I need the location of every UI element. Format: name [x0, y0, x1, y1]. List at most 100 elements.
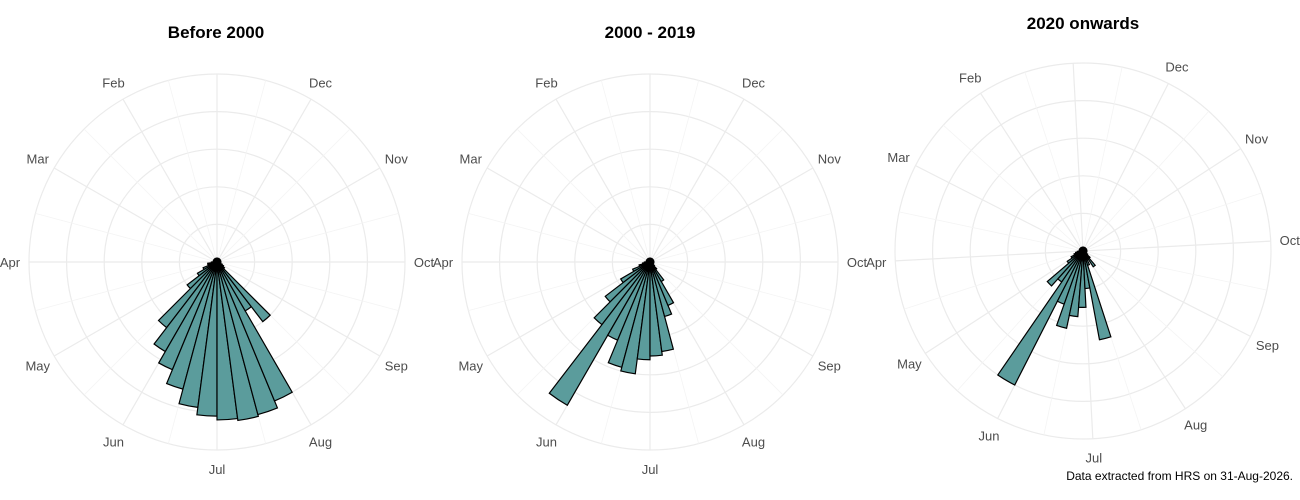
month-label-sep: Sep — [818, 359, 841, 374]
polar-bar — [548, 261, 651, 407]
polar-bar — [216, 261, 294, 402]
grid-spoke-minor — [216, 128, 351, 263]
grid-spoke-minor — [167, 80, 218, 263]
grid-spoke-minor — [649, 80, 700, 263]
chart-title: 2020 onwards — [1027, 14, 1139, 33]
polar-bar — [620, 261, 651, 375]
grid-spoke-minor — [468, 212, 651, 263]
month-label-oct: Oct — [847, 255, 868, 270]
month-label-dec: Dec — [309, 76, 333, 91]
polar-bar — [1082, 250, 1112, 341]
grid-spoke — [895, 250, 1084, 262]
grid-ring — [969, 137, 1197, 365]
grid-spoke-minor — [1082, 250, 1223, 378]
polar-bar — [1077, 250, 1087, 308]
grid-spoke — [53, 167, 218, 263]
grid-spoke — [649, 261, 814, 357]
month-label-feb: Feb — [535, 76, 557, 91]
month-label-jul: Jul — [642, 462, 659, 477]
month-label-aug: Aug — [1184, 418, 1207, 433]
grid-spoke-minor — [216, 212, 399, 263]
grid-spoke-minor — [649, 261, 784, 396]
grid-spoke — [649, 98, 745, 263]
grid-spoke — [555, 98, 651, 263]
grid-spoke-minor — [1024, 72, 1084, 252]
polar-panel-before-2000: Before 2000 Feb Mar Apr May Jun Jul Aug Sep Oct N… — [0, 23, 434, 477]
grid-spoke — [216, 261, 381, 357]
grid-spoke-minor — [943, 124, 1084, 252]
grid-spoke — [1072, 63, 1084, 252]
polar-bar — [996, 250, 1084, 386]
month-label-jul: Jul — [1086, 451, 1103, 466]
month-label-sep: Sep — [1256, 338, 1279, 353]
polar-bar — [1055, 250, 1084, 329]
grid-spoke-minor — [649, 212, 832, 263]
grid-spoke-minor — [516, 128, 651, 263]
month-label-nov: Nov — [1245, 131, 1269, 146]
polar-bar — [1068, 250, 1084, 318]
grid-spoke-minor — [904, 250, 1084, 310]
month-label-apr: Apr — [866, 255, 887, 270]
grid-spoke — [1082, 250, 1251, 337]
grid-spoke-minor — [468, 261, 651, 312]
grid-spoke-minor — [649, 261, 832, 312]
grid-spoke-minor — [899, 211, 1084, 252]
month-label-aug: Aug — [309, 434, 332, 449]
grid-spoke — [122, 98, 218, 263]
month-label-jun: Jun — [536, 434, 557, 449]
month-label-dec: Dec — [742, 76, 766, 91]
month-label-nov: Nov — [818, 152, 842, 167]
grid-spoke — [216, 167, 381, 263]
grid-spoke-minor — [1082, 250, 1267, 291]
month-label-oct: Oct — [414, 255, 435, 270]
month-label-jul: Jul — [209, 462, 226, 477]
month-label-mar: Mar — [887, 150, 910, 165]
month-label-may: May — [458, 359, 483, 374]
grid-ring — [894, 62, 1272, 440]
month-label-feb: Feb — [959, 70, 981, 85]
month-label-may: May — [25, 359, 50, 374]
grid-spoke-minor — [1082, 67, 1123, 252]
month-label-apr: Apr — [433, 255, 454, 270]
bars — [153, 257, 294, 422]
month-label-may: May — [897, 357, 922, 372]
grid-spoke — [216, 98, 312, 263]
month-label-jun: Jun — [103, 434, 124, 449]
grid-ring — [1007, 175, 1159, 327]
month-label-sep: Sep — [385, 359, 408, 374]
grid-spoke — [1082, 148, 1241, 252]
month-label-nov: Nov — [385, 152, 409, 167]
grid-spoke — [53, 261, 218, 357]
polar-panel-2000-2019: 2000 - 2019 Feb Mar Apr May Jun Jul Aug Sep Oct N… — [433, 23, 868, 477]
grid-spoke-minor — [35, 261, 218, 312]
month-label-mar: Mar — [27, 152, 50, 167]
grid-spoke-minor — [83, 128, 218, 263]
month-label-apr: Apr — [0, 255, 21, 270]
month-label-dec: Dec — [1165, 60, 1189, 75]
grid-spoke — [1082, 240, 1271, 252]
polar-panel-2020-onwards: 2020 onwards Feb Mar Apr May Jun Jul Aug Sep Oct… — [866, 14, 1300, 466]
polar-bar — [216, 261, 272, 323]
grid-spoke-minor — [649, 128, 784, 263]
month-label-jun: Jun — [979, 428, 1000, 443]
polar-bar — [636, 261, 651, 361]
grid-spoke — [649, 167, 814, 263]
month-label-oct: Oct — [1280, 233, 1300, 248]
grid-spoke-minor — [600, 80, 651, 263]
grid-spoke-minor — [1082, 111, 1210, 252]
chart-title: 2000 - 2019 — [605, 23, 696, 42]
month-label-aug: Aug — [742, 434, 765, 449]
bars — [996, 246, 1112, 386]
month-label-mar: Mar — [460, 152, 483, 167]
source-caption: Data extracted from HRS on 31-Aug-2026. — [1066, 469, 1293, 483]
grid-spoke-minor — [35, 212, 218, 263]
polar-bar — [1046, 250, 1084, 287]
chart-title: Before 2000 — [168, 23, 264, 42]
grid-ring — [931, 100, 1234, 402]
grid-spoke — [486, 167, 651, 263]
grid-spoke — [915, 165, 1084, 252]
grid-spoke — [1082, 83, 1169, 252]
grid-spoke — [925, 250, 1084, 354]
bars — [548, 257, 675, 407]
